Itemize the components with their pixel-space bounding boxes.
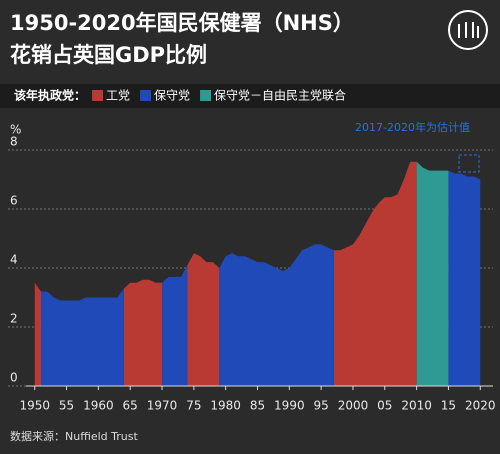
logo bbox=[448, 10, 488, 50]
legend-swatch bbox=[92, 90, 104, 101]
legend-swatch bbox=[140, 90, 152, 101]
y-tick-label: 8 bbox=[10, 135, 18, 149]
y-tick-label: 2 bbox=[10, 312, 18, 326]
area bbox=[416, 161, 449, 386]
legend-bar bbox=[0, 84, 500, 108]
x-tick-label: 2020 bbox=[465, 399, 496, 413]
x-tick-label: 95 bbox=[314, 399, 329, 413]
x-tick-label: 15 bbox=[441, 399, 456, 413]
x-tick-label: 1970 bbox=[147, 399, 178, 413]
area bbox=[41, 170, 481, 386]
x-tick-label: 65 bbox=[123, 399, 138, 413]
legend-title: 该年执政党： bbox=[14, 88, 86, 103]
y-tick-label: 6 bbox=[10, 194, 18, 208]
x-tick-label: 85 bbox=[250, 399, 265, 413]
source: 数据来源：Nuffield Trust bbox=[10, 429, 138, 443]
legend-label: 工党 bbox=[106, 88, 130, 103]
legend-label: 保守党－自由民主党联合 bbox=[214, 88, 346, 103]
x-tick-label: 1960 bbox=[83, 399, 114, 413]
x-tick-label: 55 bbox=[59, 399, 74, 413]
area bbox=[34, 161, 417, 386]
y-tick-label: 4 bbox=[10, 253, 18, 267]
x-tick-label: 05 bbox=[377, 399, 392, 413]
x-tick-label: 75 bbox=[186, 399, 201, 413]
legend-label: 保守党 bbox=[154, 88, 190, 103]
legend-swatch bbox=[200, 90, 212, 101]
x-tick-label: 2010 bbox=[401, 399, 432, 413]
logo-circle bbox=[448, 10, 488, 50]
chart-subtitle: 花销占英国GDP比例 bbox=[10, 43, 207, 67]
x-tick-label: 1950 bbox=[19, 399, 50, 413]
y-axis-label: % bbox=[10, 123, 21, 137]
x-tick-label: 1980 bbox=[210, 399, 241, 413]
x-tick-label: 2000 bbox=[338, 399, 369, 413]
estimate-box bbox=[458, 154, 480, 173]
x-tick-label: 1990 bbox=[274, 399, 305, 413]
y-tick-label: 0 bbox=[10, 371, 18, 385]
annotation: 2017-2020年为估计值 bbox=[355, 120, 470, 134]
chart-title: 1950-2020年国民保健署（NHS） bbox=[10, 11, 354, 35]
